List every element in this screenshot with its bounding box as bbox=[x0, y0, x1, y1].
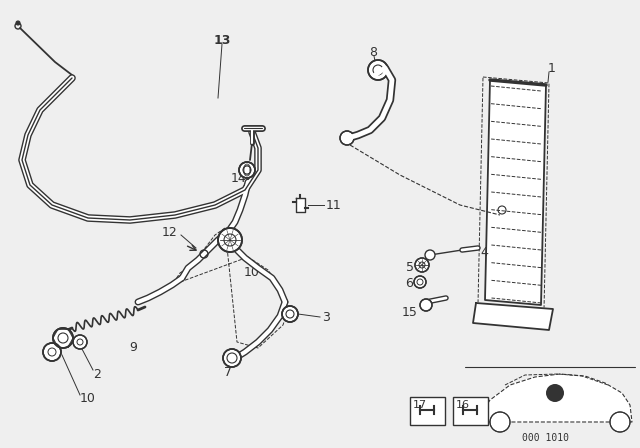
Circle shape bbox=[340, 131, 354, 145]
Circle shape bbox=[73, 335, 87, 349]
Text: 10: 10 bbox=[244, 266, 260, 279]
Text: 2: 2 bbox=[93, 367, 101, 380]
Circle shape bbox=[16, 21, 20, 25]
Text: 6: 6 bbox=[405, 276, 413, 289]
Circle shape bbox=[546, 384, 564, 402]
Text: 13: 13 bbox=[213, 34, 230, 47]
Text: 12: 12 bbox=[161, 225, 177, 238]
Text: 16: 16 bbox=[456, 400, 470, 410]
Text: 5: 5 bbox=[406, 260, 414, 273]
Text: 000 1010: 000 1010 bbox=[522, 433, 568, 443]
Circle shape bbox=[415, 258, 429, 272]
Circle shape bbox=[282, 306, 298, 322]
Text: 14: 14 bbox=[230, 172, 246, 185]
Text: 9: 9 bbox=[129, 340, 137, 353]
Circle shape bbox=[43, 343, 61, 361]
Circle shape bbox=[420, 299, 432, 311]
Text: 17: 17 bbox=[413, 400, 427, 410]
Circle shape bbox=[368, 60, 388, 80]
Text: 8: 8 bbox=[369, 46, 377, 59]
Circle shape bbox=[490, 412, 510, 432]
Circle shape bbox=[239, 162, 255, 178]
Polygon shape bbox=[296, 198, 305, 212]
Polygon shape bbox=[478, 374, 632, 422]
Text: 15: 15 bbox=[402, 306, 418, 319]
Text: 1: 1 bbox=[548, 61, 556, 74]
Circle shape bbox=[218, 228, 242, 252]
Circle shape bbox=[425, 250, 435, 260]
Circle shape bbox=[414, 276, 426, 288]
Polygon shape bbox=[473, 303, 553, 330]
Polygon shape bbox=[485, 80, 546, 305]
Circle shape bbox=[610, 412, 630, 432]
Circle shape bbox=[53, 328, 73, 348]
FancyBboxPatch shape bbox=[453, 397, 488, 425]
Circle shape bbox=[223, 349, 241, 367]
Text: 11: 11 bbox=[326, 198, 342, 211]
Text: 4: 4 bbox=[480, 246, 488, 258]
Text: 10: 10 bbox=[80, 392, 96, 405]
Text: 3: 3 bbox=[322, 310, 330, 323]
Text: 7: 7 bbox=[224, 366, 232, 379]
FancyBboxPatch shape bbox=[410, 397, 445, 425]
